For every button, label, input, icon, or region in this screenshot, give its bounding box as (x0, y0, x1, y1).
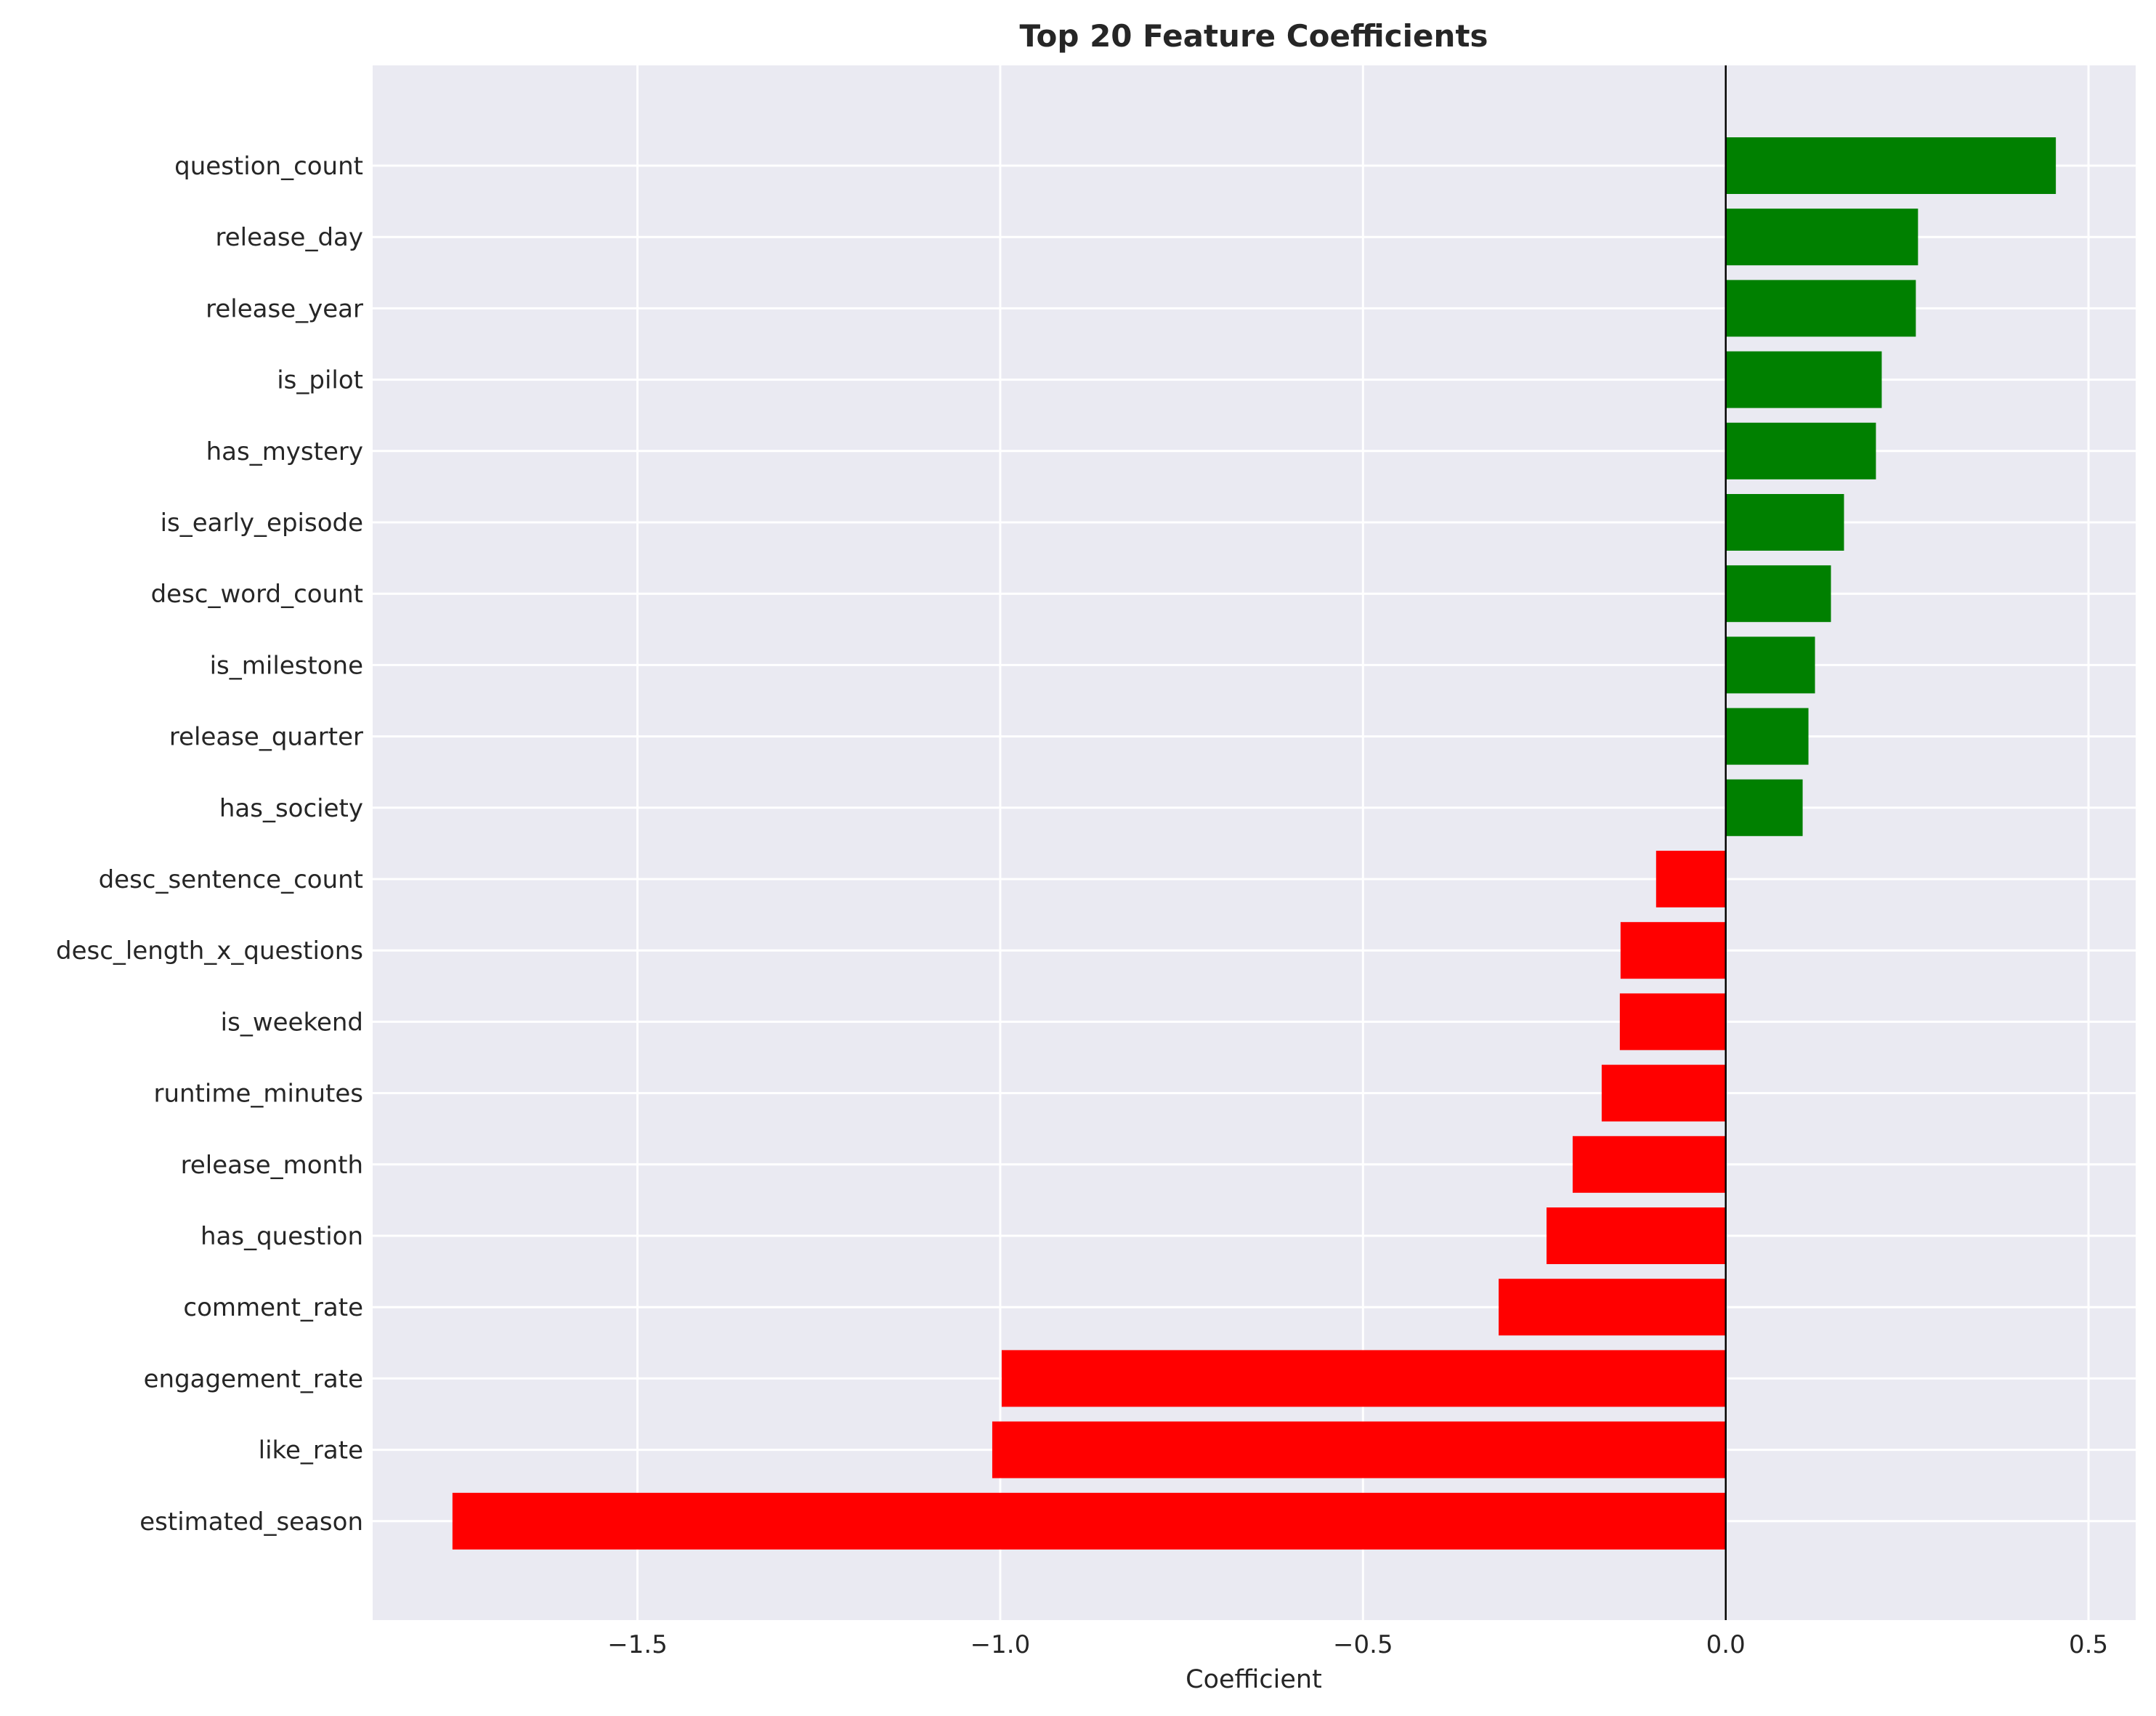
x-tick-label: −1.0 (970, 1630, 1031, 1659)
bar-is_milestone (1725, 636, 1815, 694)
y-tick-label: desc_length_x_questions (56, 936, 363, 966)
bar-is_weekend (1619, 993, 1726, 1051)
y-tick-label: question_count (174, 152, 363, 181)
x-tick-label: 0.5 (2069, 1630, 2108, 1659)
y-tick-label: has_mystery (206, 437, 363, 466)
y-tick-label: is_weekend (221, 1008, 363, 1037)
x-tick-label: −0.5 (1333, 1630, 1393, 1659)
y-tick-label: is_pilot (277, 366, 363, 395)
bar-release_day (1725, 209, 1918, 266)
bar-comment_rate (1499, 1279, 1726, 1336)
y-tick-label: has_society (219, 794, 363, 823)
x-tick-labels: −1.5 −1.0 −0.5 0.0 0.5 (607, 1630, 2108, 1659)
y-tick-label: estimated_season (139, 1507, 363, 1537)
y-tick-label: is_milestone (210, 651, 363, 680)
bar-has_mystery (1725, 422, 1876, 479)
bar-like_rate (992, 1421, 1726, 1478)
y-tick-label: release_day (215, 223, 363, 252)
bar-desc_word_count (1725, 565, 1831, 623)
x-tick-label: 0.0 (1706, 1630, 1746, 1659)
y-tick-label: is_early_episode (161, 509, 363, 538)
x-tick-label: −1.5 (607, 1630, 668, 1659)
chart-title: Top 20 Feature Coefficients (1019, 18, 1488, 54)
bar-release_year (1725, 280, 1916, 337)
y-tick-label: desc_word_count (151, 580, 363, 609)
y-tick-label: release_month (181, 1151, 363, 1180)
bar-desc_length_x_questions (1620, 922, 1726, 979)
bar-has_question (1547, 1207, 1726, 1264)
x-axis-label: Coefficient (1186, 1665, 1322, 1694)
bar-has_society (1725, 779, 1803, 836)
bar-release_quarter (1725, 708, 1809, 765)
y-tick-label: like_rate (259, 1436, 363, 1465)
y-tick-label: desc_sentence_count (99, 865, 363, 894)
y-tick-label: runtime_minutes (153, 1080, 363, 1109)
bar-engagement_rate (1001, 1350, 1726, 1407)
y-tick-label: release_quarter (169, 723, 363, 752)
bar-question_count (1725, 137, 2056, 194)
bar-release_month (1572, 1136, 1726, 1193)
bar-desc_sentence_count (1655, 851, 1726, 907)
y-tick-label: engagement_rate (144, 1364, 363, 1393)
bar-is_early_episode (1725, 494, 1844, 551)
bars (452, 137, 2056, 1550)
bar-runtime_minutes (1601, 1064, 1726, 1122)
bar-estimated_season (452, 1492, 1726, 1550)
y-tick-label: release_year (206, 294, 363, 323)
y-tick-labels: question_count release_day release_year is_… (56, 152, 363, 1537)
y-tick-label: comment_rate (183, 1293, 363, 1322)
y-tick-label: has_question (200, 1222, 363, 1251)
bar-is_pilot (1725, 351, 1882, 408)
